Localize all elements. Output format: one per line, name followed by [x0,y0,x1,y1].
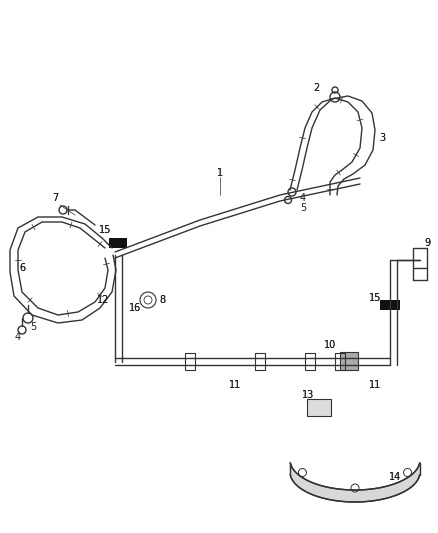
Text: 3: 3 [379,133,385,143]
Text: 6: 6 [19,263,25,273]
Circle shape [351,484,359,492]
Text: 16: 16 [129,303,141,313]
Bar [109,238,127,248]
Text: 8: 8 [159,295,165,305]
Text: 1: 1 [217,168,223,178]
Text: 13: 13 [302,390,314,400]
Text: 8: 8 [159,295,165,305]
Circle shape [403,469,412,477]
Text: 7: 7 [52,193,58,203]
Text: 6: 6 [19,263,25,273]
Bar [413,248,427,268]
Text: 15: 15 [369,293,381,303]
Text: 2: 2 [313,83,319,93]
Text: 14: 14 [389,472,401,482]
Text: 11: 11 [369,380,381,390]
Text: 15: 15 [369,293,381,303]
Text: 3: 3 [379,133,385,143]
Text: 12: 12 [97,295,109,305]
Polygon shape [290,463,420,502]
Text: 11: 11 [229,380,241,390]
Text: 15: 15 [99,225,111,235]
Text: 10: 10 [324,340,336,350]
Bar [380,300,400,310]
Text: 2: 2 [313,83,319,93]
Text: 15: 15 [99,225,111,235]
Text: 9: 9 [424,238,430,248]
Text: 4: 4 [300,193,306,203]
Text: 13: 13 [302,390,314,400]
Text: 1: 1 [217,168,223,178]
Text: 14: 14 [389,472,401,482]
Text: 11: 11 [229,380,241,390]
FancyBboxPatch shape [307,399,331,416]
Text: 4: 4 [15,332,21,342]
Text: 5: 5 [30,322,36,332]
Text: 12: 12 [97,295,109,305]
Text: 5: 5 [300,203,306,213]
Circle shape [298,469,307,477]
Text: 10: 10 [324,340,336,350]
Text: 7: 7 [52,193,58,203]
Bar [340,352,358,370]
Text: 16: 16 [129,303,141,313]
Text: 9: 9 [424,238,430,248]
Text: 11: 11 [369,380,381,390]
